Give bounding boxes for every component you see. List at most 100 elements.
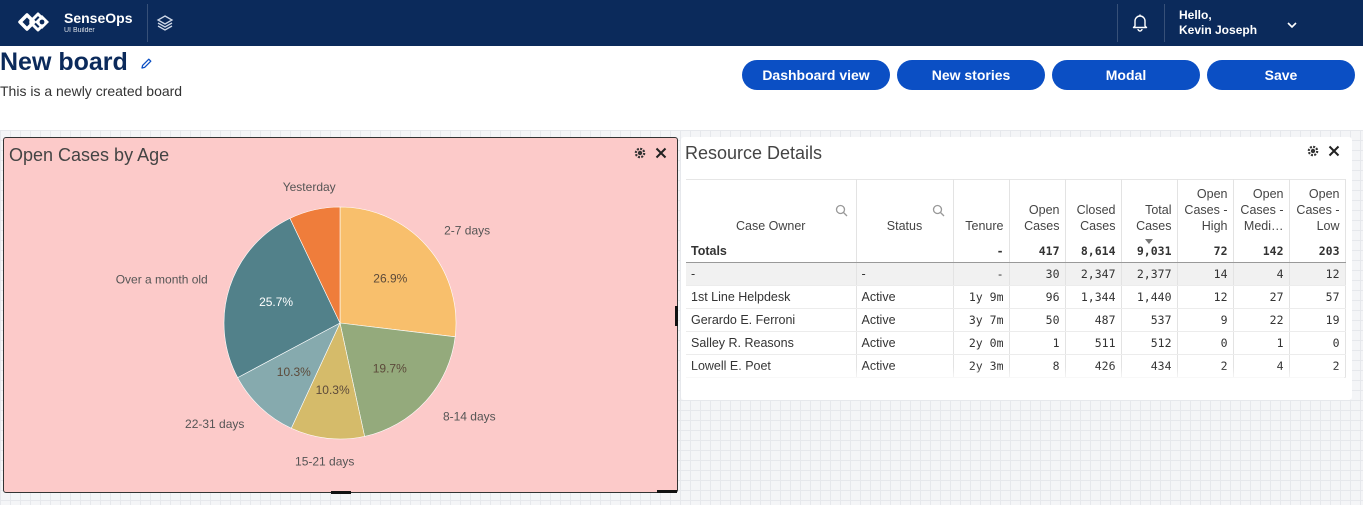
column-header[interactable]: Case Owner — [686, 179, 857, 240]
table-cell: Gerardo E. Ferroni — [686, 308, 857, 332]
divider — [1117, 4, 1118, 42]
pie-slice[interactable] — [223, 217, 341, 379]
layers-icon[interactable] — [156, 14, 174, 32]
column-header-label: Cases - — [1296, 202, 1340, 217]
pie-slice[interactable] — [339, 322, 456, 437]
column-header[interactable]: Closed Cases — [1065, 179, 1122, 240]
column-header-label: Open — [1308, 186, 1340, 201]
resource-table: Case Owner Status Tenure Open Cases Closed Cas… — [686, 179, 1346, 378]
top-bar: SenseOps UI Builder Hello, Kevin Joseph — [0, 0, 1363, 46]
table-cell: 27 — [1233, 285, 1290, 309]
table-cell: 511 — [1065, 331, 1122, 355]
table-cell: 2,377 — [1121, 262, 1178, 286]
table-cell: 30 — [1009, 262, 1066, 286]
search-icon[interactable] — [932, 204, 945, 217]
column-header-label: Medi… — [1243, 218, 1284, 233]
table-cell: 512 — [1121, 331, 1178, 355]
column-header-label: Cases - — [1184, 202, 1228, 217]
brand[interactable]: SenseOps UI Builder — [18, 8, 132, 36]
table-row[interactable]: 1st Line Helpdesk Active 1y 9m 96 1,344 1,440… — [686, 285, 1346, 309]
table-cell: 72 — [1177, 239, 1234, 263]
table-cell: Active — [856, 285, 954, 309]
chevron-down-icon[interactable] — [1286, 20, 1298, 30]
column-header-label: High — [1201, 218, 1228, 233]
pie-slice[interactable] — [290, 322, 365, 440]
column-header-label: Low — [1316, 218, 1340, 233]
table-row[interactable]: Salley R. Reasons Active 2y 0m 1 511 512 0 1 0 — [686, 331, 1346, 355]
app-name: SenseOps — [64, 9, 133, 26]
table-cell: - — [953, 239, 1010, 263]
table-cell: 96 — [1009, 285, 1066, 309]
table-cell: 9 — [1177, 308, 1234, 332]
table-cell: Totals — [686, 239, 857, 263]
search-icon[interactable] — [835, 204, 848, 217]
table-row[interactable]: - - -30 2,347 2,377 14 4 12 — [686, 262, 1346, 286]
table-cell — [856, 239, 954, 263]
table-cell: Salley R. Reasons — [686, 331, 857, 355]
pie-slice[interactable] — [339, 206, 457, 338]
settings-icon[interactable] — [1307, 145, 1319, 157]
modal-button[interactable]: Modal — [1052, 60, 1200, 90]
pie-chart: 26.9% 2-7 days 19.7% 8-14 days 10.3% 15-21 da… — [116, 180, 496, 468]
column-header[interactable]: Open Cases - Low — [1289, 179, 1346, 240]
user-name: Kevin Joseph — [1179, 23, 1258, 37]
slice-value-label: 10.3% — [316, 383, 350, 397]
pie-slice[interactable] — [237, 322, 341, 429]
open-cases-chart-panel[interactable]: Open Cases by Age 26.9% 2-7 days 19.7% 8-14… — [3, 137, 678, 493]
bell-icon[interactable] — [1130, 12, 1150, 32]
column-header-label: Open — [1252, 186, 1284, 201]
user-greeting: Hello, — [1179, 8, 1212, 22]
table-row[interactable]: Gerardo E. Ferroni Active 3y 7m 50 487 537 9 22… — [686, 308, 1346, 332]
table-cell: 50 — [1009, 308, 1066, 332]
dashboard-view-button[interactable]: Dashboard view — [742, 60, 890, 90]
sort-descending-icon[interactable] — [1145, 238, 1153, 244]
column-header[interactable]: Status — [856, 179, 954, 240]
resource-details-panel[interactable]: Resource Details Case Owner Status Tenure O… — [681, 137, 1352, 400]
table-cell: 0 — [1177, 331, 1234, 355]
table-cell: 1 — [1009, 331, 1066, 355]
resize-handle[interactable] — [657, 490, 677, 493]
save-button[interactable]: Save — [1207, 60, 1355, 90]
settings-icon[interactable] — [634, 147, 646, 159]
column-header-label: Cases — [1136, 218, 1172, 233]
table-cell: 142 — [1233, 239, 1290, 263]
resize-handle[interactable] — [331, 491, 351, 494]
senseops-logo-icon — [18, 12, 49, 32]
table-cell: 1y 9m — [953, 285, 1010, 309]
column-header[interactable]: Open Cases - Medi… — [1233, 179, 1290, 240]
slice-value-label: 19.7% — [373, 361, 407, 375]
column-header[interactable]: Open Cases — [1009, 179, 1066, 240]
panel-title: Open Cases by Age — [9, 145, 170, 165]
table-cell: - — [953, 262, 1010, 286]
column-header-label: Closed — [1076, 202, 1116, 217]
slice-category-label: 22-31 days — [185, 417, 244, 431]
table-cell: 1st Line Helpdesk — [686, 285, 857, 309]
app-subtitle: UI Builder — [64, 26, 95, 34]
column-header-label: Open — [1028, 202, 1060, 217]
pie-slice[interactable] — [289, 206, 341, 324]
slice-category-label: Yesterday — [283, 180, 336, 194]
edit-icon[interactable] — [140, 57, 153, 70]
column-header-label: Cases — [1080, 218, 1116, 233]
table-cell: 57 — [1289, 285, 1346, 309]
slice-category-label: 8-14 days — [443, 410, 496, 424]
totals-row[interactable]: Totals -417 8,614 9,031 72 142 203 — [686, 239, 1346, 263]
slice-value-label: 10.3% — [277, 365, 311, 379]
close-icon[interactable] — [655, 147, 667, 159]
column-header-label: Total — [1145, 202, 1172, 217]
slice-value-label: 25.7% — [259, 295, 293, 309]
column-header[interactable]: Total Cases — [1121, 179, 1178, 244]
new-stories-button[interactable]: New stories — [897, 60, 1045, 90]
slice-category-label: 15-21 days — [295, 454, 354, 468]
column-header[interactable]: Open Cases - High — [1177, 179, 1234, 240]
panel-title: Resource Details — [685, 143, 823, 163]
table-cell: Active — [856, 331, 954, 355]
user-menu[interactable]: Hello, Kevin Joseph — [1179, 8, 1257, 38]
table-cell: Active — [856, 308, 954, 332]
table-cell: 537 — [1121, 308, 1178, 332]
divider — [147, 4, 148, 42]
resize-handle[interactable] — [675, 306, 678, 326]
column-header[interactable]: Tenure — [953, 179, 1010, 240]
table-cell: 14 — [1177, 262, 1234, 286]
close-icon[interactable] — [1328, 145, 1340, 157]
